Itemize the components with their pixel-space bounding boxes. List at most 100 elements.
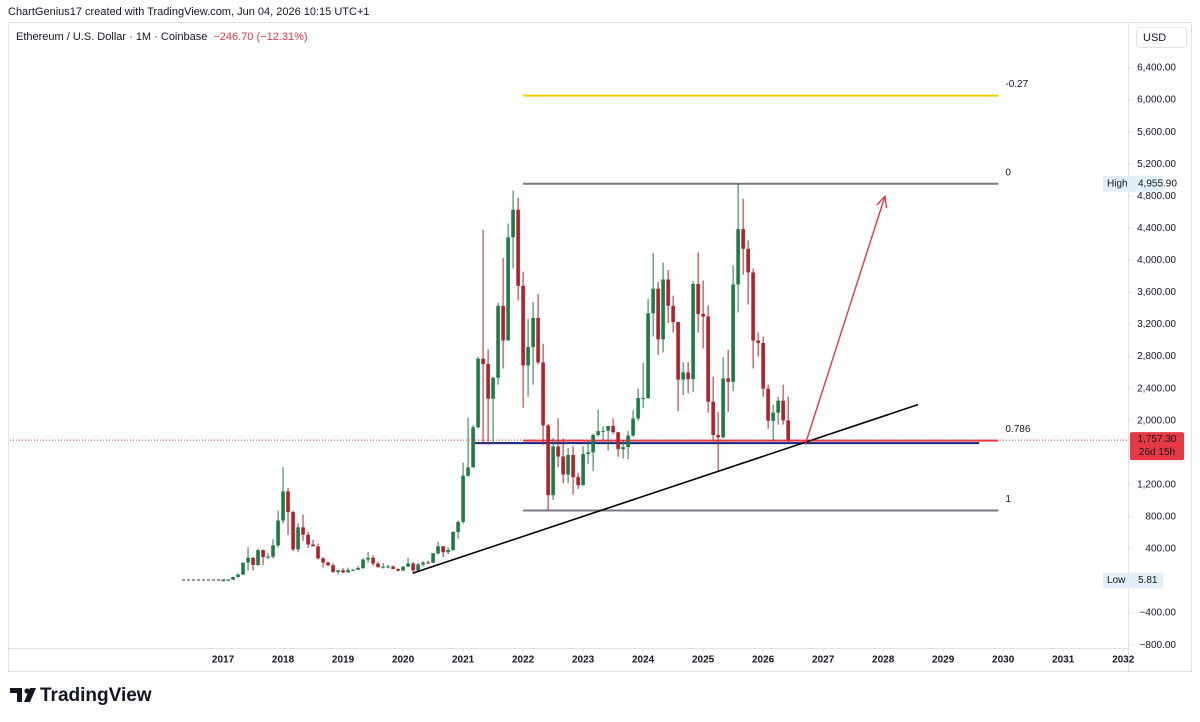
x-tick-label: 2024 [632,655,655,666]
candle-body [321,558,325,563]
candle-body [461,475,465,522]
candle-body [761,342,765,389]
candle-body [536,317,540,363]
candle-body [671,305,675,322]
x-tick-label: 2026 [752,655,775,666]
candle-body [396,568,400,571]
last-price-label: 1,757.30 [1138,434,1177,445]
candle-body [316,546,320,559]
fib-level-label: 0.786 [1005,424,1030,435]
tradingview-logo: TradingView [10,685,152,706]
high-marker-label: High [1107,178,1128,189]
candle-body [466,467,470,476]
y-tick-label: 4,400.00 [1137,223,1176,234]
candle-body [381,566,385,568]
candle-body [621,447,625,450]
candle-body [451,531,455,551]
candle-body [661,279,665,340]
candle-body [751,272,755,341]
logo-dot [24,688,30,694]
x-tick-label: 2032 [1112,655,1135,666]
candle-body [556,446,560,457]
x-tick-label: 2018 [272,655,295,666]
candle-body [701,313,705,317]
y-tick-label: 1,200.00 [1137,479,1176,490]
candle-body [331,565,335,572]
candle-body [476,358,480,428]
candle-body [431,553,435,563]
candle-body [291,512,295,550]
candle-body [731,284,735,382]
x-tick-label: 2027 [812,655,835,666]
candle-body [391,566,395,569]
candle-body [486,364,490,399]
candle-body [641,398,645,400]
author-line: ChartGenius17 created with TradingView.c… [8,6,369,18]
candle-body [271,545,275,557]
candle-body [281,491,285,521]
candle-body [326,562,330,566]
candle-body [256,550,260,565]
candle-body [521,285,525,366]
y-tick-label: −400.00 [1140,608,1177,619]
y-tick-label: −800.00 [1140,640,1177,651]
candle-body [416,564,420,571]
candle-body [296,527,300,550]
candles [221,183,790,582]
candle-body [566,455,570,475]
candle-body [676,321,680,380]
currency: USD [1143,32,1166,44]
x-tick-label: 2031 [1052,655,1075,666]
candle-body [781,400,785,421]
candle-body [691,284,695,380]
candle-body [361,559,365,569]
candle-body [706,316,710,402]
currency-box[interactable] [1136,27,1187,48]
candle-body [611,425,615,433]
candle-body [596,431,600,435]
last-price-box [1130,432,1184,461]
candle-body [341,570,345,573]
candle-body [446,550,450,553]
candle-body [586,452,590,454]
trend-line [413,403,919,574]
candle-body [681,372,685,380]
candle-body [656,288,660,340]
y-tick-label: 3,200.00 [1137,319,1176,330]
candle-body [576,477,580,486]
candle-body [266,556,270,558]
candle-body [441,546,445,553]
y-tick-label: 5,200.00 [1137,159,1176,170]
candle-body [366,557,370,560]
candle-body [626,435,630,448]
candle-body [666,279,670,306]
x-tick-label: 2030 [992,655,1015,666]
y-tick-label: 4,000.00 [1137,255,1176,266]
fib-level-label: -0.27 [1005,79,1028,90]
candle-body [546,425,550,496]
candle-body [726,378,730,382]
y-tick-label: 5,600.00 [1137,127,1176,138]
candle-body [236,574,240,578]
candle-body [516,209,520,286]
candle-body [286,491,290,513]
y-tick-label: 2,000.00 [1137,415,1176,426]
candle-body [636,398,640,419]
candle-body [716,434,720,438]
candle-body [541,362,545,426]
candle-body [766,388,770,421]
y-tick-label: 800.00 [1145,512,1176,523]
candle-body [356,568,360,570]
price-change: −246.70 (−12.31%) [213,31,307,43]
chart-frame [8,22,1192,672]
low-marker-label: Low [1107,575,1126,586]
y-tick-label: 400.00 [1145,544,1176,555]
candle-body [786,420,790,441]
x-tick-label: 2021 [452,655,475,666]
candle-body [531,317,535,348]
high-marker-value: 4,955.90 [1138,178,1177,189]
y-tick-label: 6,000.00 [1137,95,1176,106]
candle-body [221,580,225,582]
x-tick-label: 2029 [932,655,955,666]
